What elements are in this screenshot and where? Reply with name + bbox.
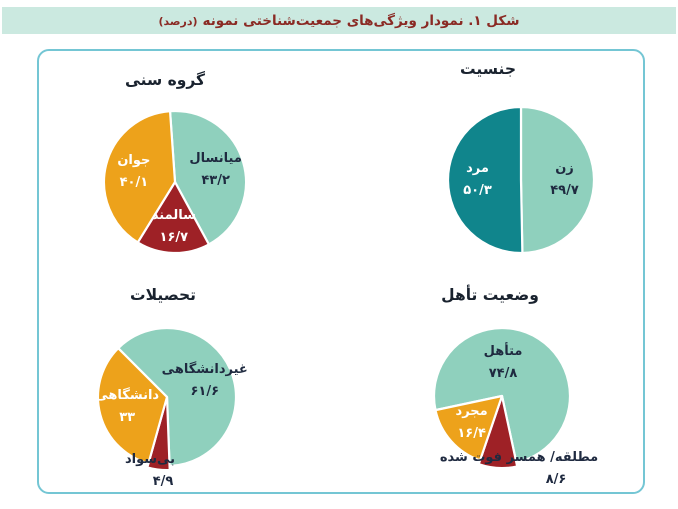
pie-slice-gender-0 [519, 105, 596, 255]
figure-caption-text: شکل ۱. نمودار ویژگی‌های جمعیت‌شناختی نمو… [202, 12, 520, 29]
pie-svg-age-group [102, 109, 248, 255]
pie-slice-education-1 [146, 395, 171, 472]
pie-slice-age-group-2 [102, 110, 177, 244]
figure-caption-bar: شکل ۱. نمودار ویژگی‌های جمعیت‌شناختی نمو… [2, 7, 676, 34]
pie-svg-gender [446, 105, 596, 255]
pie-title-age-group: گروه سنی [124, 71, 206, 89]
pie-slice-age-group-1 [136, 180, 210, 255]
pie-slice-gender-1 [446, 105, 524, 255]
pie-svg-marital-status [432, 326, 572, 470]
chart-panel: گروه سنی جنسیت تحصیلات وضعیت تأهل میانسا… [37, 49, 645, 494]
pie-slice-education-2 [96, 347, 169, 465]
pie-slice-marital-status-1 [477, 394, 519, 470]
pie-chart-age-group: میانسال ۴۳/۲ سالمند ۱۶/۷ جوان ۴۰/۱ [102, 109, 248, 255]
pie-slice-education-0 [117, 326, 238, 468]
figure-caption-unit: (درصد) [158, 15, 198, 28]
pie-title-marital-status: وضعیت تأهل [441, 286, 539, 304]
pie-title-education: تحصیلات [130, 286, 196, 304]
pie-chart-education: غیردانشگاهی ۶۱/۶ بی‌سواد ۴/۹ دانشگاهی ۳۳ [95, 326, 248, 489]
pie-svg-education [96, 326, 238, 472]
pie-title-gender: جنسیت [459, 60, 517, 78]
pie-slice-age-group-0 [168, 109, 248, 246]
slice-label-marital-status-1: ۸/۶ [545, 472, 567, 487]
pie-chart-gender: زن ۴۹/۷ مرد ۵۰/۳ [446, 105, 596, 255]
slice-label-education-1: ۴/۹ [152, 474, 174, 489]
pie-slice-marital-status-2 [434, 394, 504, 462]
pie-chart-marital-status: متأهل ۷۴/۸ مطلقه/ همسر فوت شده ۸/۶ مجرد ۱۶/۴ [432, 326, 598, 487]
